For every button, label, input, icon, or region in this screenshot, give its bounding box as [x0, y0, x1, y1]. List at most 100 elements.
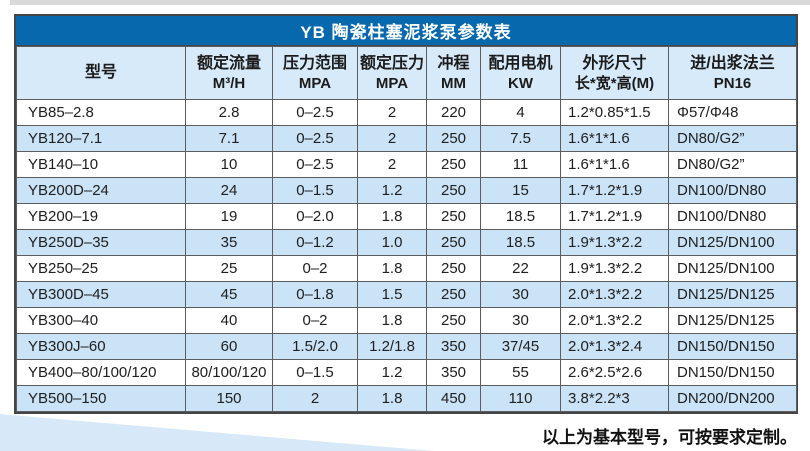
table-cell: 24 [185, 177, 273, 204]
table-cell: 15 [480, 177, 561, 204]
column-header: 额定流量 M³/H [185, 46, 273, 100]
table-row: YB250D–35 35 0–1.2 1.0 250 18.5 1.9*1.3*2.2 DN1… [16, 229, 797, 256]
table-cell: 0–2 [272, 307, 358, 334]
table-cell: 18.5 [480, 229, 561, 256]
table-cell: 2.6*2.5*2.6 [560, 359, 669, 386]
table-cell: 3.8*2.2*3 [560, 385, 669, 412]
column-header: 压力范围 MPA [272, 46, 358, 100]
table-row: YB300D–45 45 0–1.8 1.5 250 30 2.0*1.3*2.2 DN125… [16, 281, 797, 308]
table-cell: 250 [426, 203, 481, 230]
table-cell: YB85–2.8 [16, 99, 186, 126]
table-cell: 18.5 [480, 203, 561, 230]
pump-spec-card: YB 陶瓷柱塞泥浆泵参数表 型号 额定流量 M³/H 压力范围 MPA 额定压力 MPA 冲程… [14, 14, 798, 414]
table-cell: 250 [426, 125, 481, 152]
pump-spec-table: 型号 额定流量 M³/H 压力范围 MPA 额定压力 MPA 冲程 MM 配用电机 KW 外形尺寸 长*… [16, 46, 797, 412]
column-header: 配用电机 KW [480, 46, 561, 100]
table-cell: 1.6*1*1.6 [560, 125, 669, 152]
table-row: YB120–7.1 7.1 0–2.5 2 250 7.5 1.6*1*1.6 DN80/G2… [16, 125, 797, 152]
table-cell: 40 [185, 307, 273, 334]
wedge-decoration [0, 414, 434, 451]
table-cell: 2 [357, 99, 427, 126]
table-cell: 35 [185, 229, 273, 256]
table-cell: 2 [272, 385, 358, 412]
table-cell: 30 [480, 281, 561, 308]
table-cell: 45 [185, 281, 273, 308]
table-title: YB 陶瓷柱塞泥浆泵参数表 [300, 23, 512, 42]
table-cell: 1.6*1*1.6 [560, 151, 669, 178]
table-cell: 1.9*1.3*2.2 [560, 229, 669, 256]
table-cell: 1.8 [357, 385, 427, 412]
table-cell: YB200–19 [16, 203, 186, 230]
table-cell: 1.7*1.2*1.9 [560, 203, 669, 230]
table-cell: 0–1.5 [272, 177, 358, 204]
table-cell: 1.2*0.85*1.5 [560, 99, 669, 126]
table-cell: 2.8 [185, 99, 273, 126]
table-cell: 2.0*1.3*2.4 [560, 333, 669, 360]
table-cell: 22 [480, 255, 561, 282]
column-header: 型号 [16, 46, 186, 100]
table-cell: DN200/DN200 [668, 385, 797, 412]
table-cell: 1.9*1.3*2.2 [560, 255, 669, 282]
table-cell: YB140–10 [16, 151, 186, 178]
table-cell: 350 [426, 333, 481, 360]
table-cell: 1.8 [357, 203, 427, 230]
table-cell: DN125/DN100 [668, 255, 797, 282]
column-header: 额定压力 MPA [357, 46, 427, 100]
table-row: YB200–19 19 0–2.0 1.8 250 18.5 1.7*1.2*1.9 DN10… [16, 203, 797, 230]
table-row: YB250–25 25 0–2 1.8 250 22 1.9*1.3*2.2 DN125/DN… [16, 255, 797, 282]
table-cell: 1.7*1.2*1.9 [560, 177, 669, 204]
table-cell: 7.5 [480, 125, 561, 152]
table-cell: 1.0 [357, 229, 427, 256]
table-cell: 0–2.5 [272, 151, 358, 178]
table-cell: 1.2 [357, 177, 427, 204]
table-cell: 1.5 [357, 281, 427, 308]
table-cell: YB300D–45 [16, 281, 186, 308]
table-cell: 0–2.0 [272, 203, 358, 230]
table-cell: 19 [185, 203, 273, 230]
table-cell: 2 [357, 151, 427, 178]
table-cell: YB250–25 [16, 255, 186, 282]
table-cell: 1.8 [357, 307, 427, 334]
table-cell: 0–1.5 [272, 359, 358, 386]
table-cell: 1.5/2.0 [272, 333, 358, 360]
table-body: YB85–2.8 2.8 0–2.5 2 220 4 1.2*0.85*1.5 Φ57/Φ48… [16, 99, 797, 412]
table-cell: DN125/DN100 [668, 229, 797, 256]
table-cell: 60 [185, 333, 273, 360]
table-cell: DN150/DN150 [668, 359, 797, 386]
table-cell: 250 [426, 307, 481, 334]
table-cell: YB200D–24 [16, 177, 186, 204]
table-cell: 0–2.5 [272, 125, 358, 152]
table-cell: YB400–80/100/120 [16, 359, 186, 386]
table-cell: 450 [426, 385, 481, 412]
table-cell: DN80/G2” [668, 151, 797, 178]
table-title-bar: YB 陶瓷柱塞泥浆泵参数表 [16, 16, 796, 46]
table-row: YB200D–24 24 0–1.5 1.2 250 15 1.7*1.2*1.9 DN100… [16, 177, 797, 204]
table-row: YB85–2.8 2.8 0–2.5 2 220 4 1.2*0.85*1.5 Φ57/Φ48 [16, 99, 797, 126]
table-row: YB300–40 40 0–2 1.8 250 30 2.0*1.3*2.2 DN125/DN… [16, 307, 797, 334]
table-cell: 250 [426, 281, 481, 308]
table-cell: YB250D–35 [16, 229, 186, 256]
table-cell: 2.0*1.3*2.2 [560, 281, 669, 308]
top-strip-decoration [10, 0, 810, 5]
table-cell: 2.0*1.3*2.2 [560, 307, 669, 334]
table-cell: 250 [426, 255, 481, 282]
table-cell: DN100/DN80 [668, 203, 797, 230]
table-cell: 0–2.5 [272, 99, 358, 126]
table-cell: 1.2/1.8 [357, 333, 427, 360]
table-cell: 250 [426, 229, 481, 256]
table-cell: YB300J–60 [16, 333, 186, 360]
table-cell: Φ57/Φ48 [668, 99, 797, 126]
table-cell: 250 [426, 177, 481, 204]
table-cell: 4 [480, 99, 561, 126]
table-cell: 1.2 [357, 359, 427, 386]
table-cell: 11 [480, 151, 561, 178]
table-cell: 220 [426, 99, 481, 126]
table-cell: 0–1.2 [272, 229, 358, 256]
table-row: YB300J–60 60 1.5/2.0 1.2/1.8 350 37/45 2.0*1.3… [16, 333, 797, 360]
table-row: YB400–80/100/120 80/100/120 0–1.5 1.2 350 55 2… [16, 359, 797, 386]
table-cell: 110 [480, 385, 561, 412]
table-row: YB140–10 10 0–2.5 2 250 11 1.6*1*1.6 DN80/G2” [16, 151, 797, 178]
table-cell: 80/100/120 [185, 359, 273, 386]
column-header: 进/出浆法兰 PN16 [668, 46, 797, 100]
